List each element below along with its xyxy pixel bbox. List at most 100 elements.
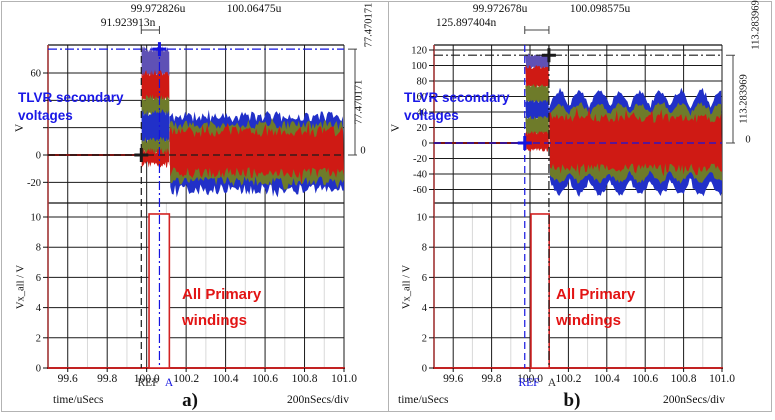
a-cursor-label: A bbox=[164, 377, 174, 389]
y-tick-label: 0 bbox=[36, 364, 41, 375]
annotation-line: windings bbox=[556, 312, 621, 329]
x-tick-label: 99.8 bbox=[97, 373, 117, 385]
x-tick-label: 99.6 bbox=[58, 373, 78, 385]
x-tick-label: 101.0 bbox=[331, 373, 357, 385]
primary-windings-annotation: All Primary windings bbox=[556, 282, 635, 334]
y-tick-label: 120 bbox=[411, 46, 427, 57]
y-tick-label: 2 bbox=[422, 333, 427, 344]
burst-band-olive bbox=[525, 115, 550, 137]
x-axis-label: time/uSecs bbox=[398, 394, 449, 406]
cursor-t1-readout: 99.972678u bbox=[472, 3, 528, 15]
burst-band-purple bbox=[141, 46, 170, 79]
burst-band-red bbox=[525, 65, 550, 89]
right-readout-top: 77.470171 bbox=[363, 2, 375, 48]
cursor-delta-readout: 125.897404n bbox=[435, 17, 497, 29]
ref-cursor-label: REF bbox=[137, 377, 159, 389]
cursor-cross-marker bbox=[517, 136, 532, 150]
y-axis-label-voltage: V bbox=[14, 123, 26, 133]
y-tick-label: 100 bbox=[411, 61, 427, 72]
time-delta-bracket bbox=[524, 26, 550, 34]
y-tick-label: 8 bbox=[422, 243, 427, 254]
y-tick-label: 20 bbox=[417, 123, 428, 134]
y-tick-label: -60 bbox=[413, 185, 427, 196]
x-tick-label: 100.4 bbox=[594, 373, 620, 385]
y-tick-label: 4 bbox=[422, 303, 428, 314]
annotation-line: TLVR secondary bbox=[404, 90, 510, 105]
y-tick-label: 0 bbox=[422, 139, 427, 150]
y-tick-label: -40 bbox=[413, 170, 427, 181]
right-readout-zero: 0 bbox=[745, 134, 751, 146]
y-axis-label-primary: Vx_all / V bbox=[15, 264, 27, 310]
y-tick-label: 6 bbox=[36, 273, 41, 284]
y-tick-label: 40 bbox=[417, 108, 428, 119]
steady-band-red bbox=[169, 121, 344, 185]
y-tick-label: -20 bbox=[413, 154, 427, 165]
y-tick-label: 6 bbox=[422, 273, 427, 284]
burst-band-red bbox=[141, 147, 170, 168]
subfigure-caption: a) bbox=[182, 390, 198, 411]
burst-band-purple bbox=[525, 53, 550, 71]
steady-band-red bbox=[549, 107, 722, 177]
y-tick-label: 4 bbox=[36, 303, 42, 314]
y-tick-label: 2 bbox=[36, 333, 41, 344]
cursor-cross-marker bbox=[541, 48, 556, 63]
secondary-voltages-annotation: TLVR secondary voltages bbox=[404, 89, 510, 125]
y-tick-label: 60 bbox=[31, 68, 42, 79]
cursor-cross-marker bbox=[134, 148, 149, 162]
timebase-label: 200nSecs/div bbox=[287, 394, 349, 406]
cursor-t1-readout: 99.972826u bbox=[130, 3, 186, 15]
x-tick-label: 99.6 bbox=[443, 373, 463, 385]
right-readout-delta: 77.470171 bbox=[353, 79, 365, 125]
burst-band-blue bbox=[141, 109, 170, 147]
secondary-voltage-waveforms bbox=[48, 46, 344, 198]
burst-band-blue bbox=[525, 99, 550, 121]
y-tick-label: 0 bbox=[422, 364, 427, 375]
right-readout-top: 113.283969 bbox=[750, 0, 762, 50]
annotation-line: All Primary bbox=[182, 286, 262, 303]
y-axis-label-voltage: V bbox=[390, 123, 402, 133]
y-tick-label: 60 bbox=[417, 92, 428, 103]
x-tick-label: 100.0 bbox=[134, 373, 160, 385]
annotation-line: windings bbox=[182, 312, 247, 329]
burst-band-olive bbox=[525, 83, 550, 105]
burst-band-olive bbox=[141, 94, 170, 119]
y-tick-label: 10 bbox=[417, 213, 428, 224]
panel-divider bbox=[388, 2, 389, 411]
annotation-line: voltages bbox=[18, 108, 73, 123]
secondary-voltages-annotation: TLVR secondary voltages bbox=[18, 89, 124, 125]
subfigure-caption: b) bbox=[563, 390, 581, 411]
x-tick-label: 100.4 bbox=[213, 373, 239, 385]
cursor-t2-readout: 100.098575u bbox=[569, 3, 631, 15]
timebase-label: 200nSecs/div bbox=[663, 394, 725, 406]
y-tick-label: 80 bbox=[417, 77, 428, 88]
x-tick-label: 101.0 bbox=[709, 373, 735, 385]
x-tick-label: 100.0 bbox=[517, 373, 543, 385]
x-tick-label: 100.6 bbox=[252, 373, 278, 385]
y-tick-label: 8 bbox=[36, 243, 41, 254]
x-tick-label: 100.2 bbox=[173, 373, 199, 385]
annotation-line: All Primary bbox=[556, 286, 636, 303]
voltage-delta-bracket bbox=[348, 48, 357, 156]
annotation-line: TLVR secondary bbox=[18, 90, 124, 105]
time-delta-bracket bbox=[140, 26, 160, 34]
x-tick-label: 100.2 bbox=[555, 373, 581, 385]
ref-cursor-label: REF bbox=[518, 377, 540, 389]
y-tick-label: 10 bbox=[31, 213, 42, 224]
y-tick-label: 0 bbox=[36, 151, 41, 162]
x-tick-label: 99.8 bbox=[482, 373, 502, 385]
voltage-delta-bracket bbox=[726, 54, 735, 144]
x-axis-label: time/uSecs bbox=[53, 394, 104, 406]
burst-band-red bbox=[141, 69, 170, 104]
a-cursor-label: A bbox=[547, 377, 557, 389]
primary-windings-annotation: All Primary windings bbox=[182, 282, 261, 334]
right-readout-zero: 0 bbox=[360, 145, 366, 157]
figure-border bbox=[1, 1, 772, 412]
x-tick-label: 100.8 bbox=[292, 373, 318, 385]
y-axis-label-primary: Vx_all / V bbox=[401, 264, 413, 310]
x-tick-label: 100.8 bbox=[671, 373, 697, 385]
cursor-cross-marker bbox=[152, 42, 167, 57]
burst-band-red bbox=[525, 131, 550, 152]
cursor-delta-readout: 91.923913n bbox=[100, 17, 156, 29]
